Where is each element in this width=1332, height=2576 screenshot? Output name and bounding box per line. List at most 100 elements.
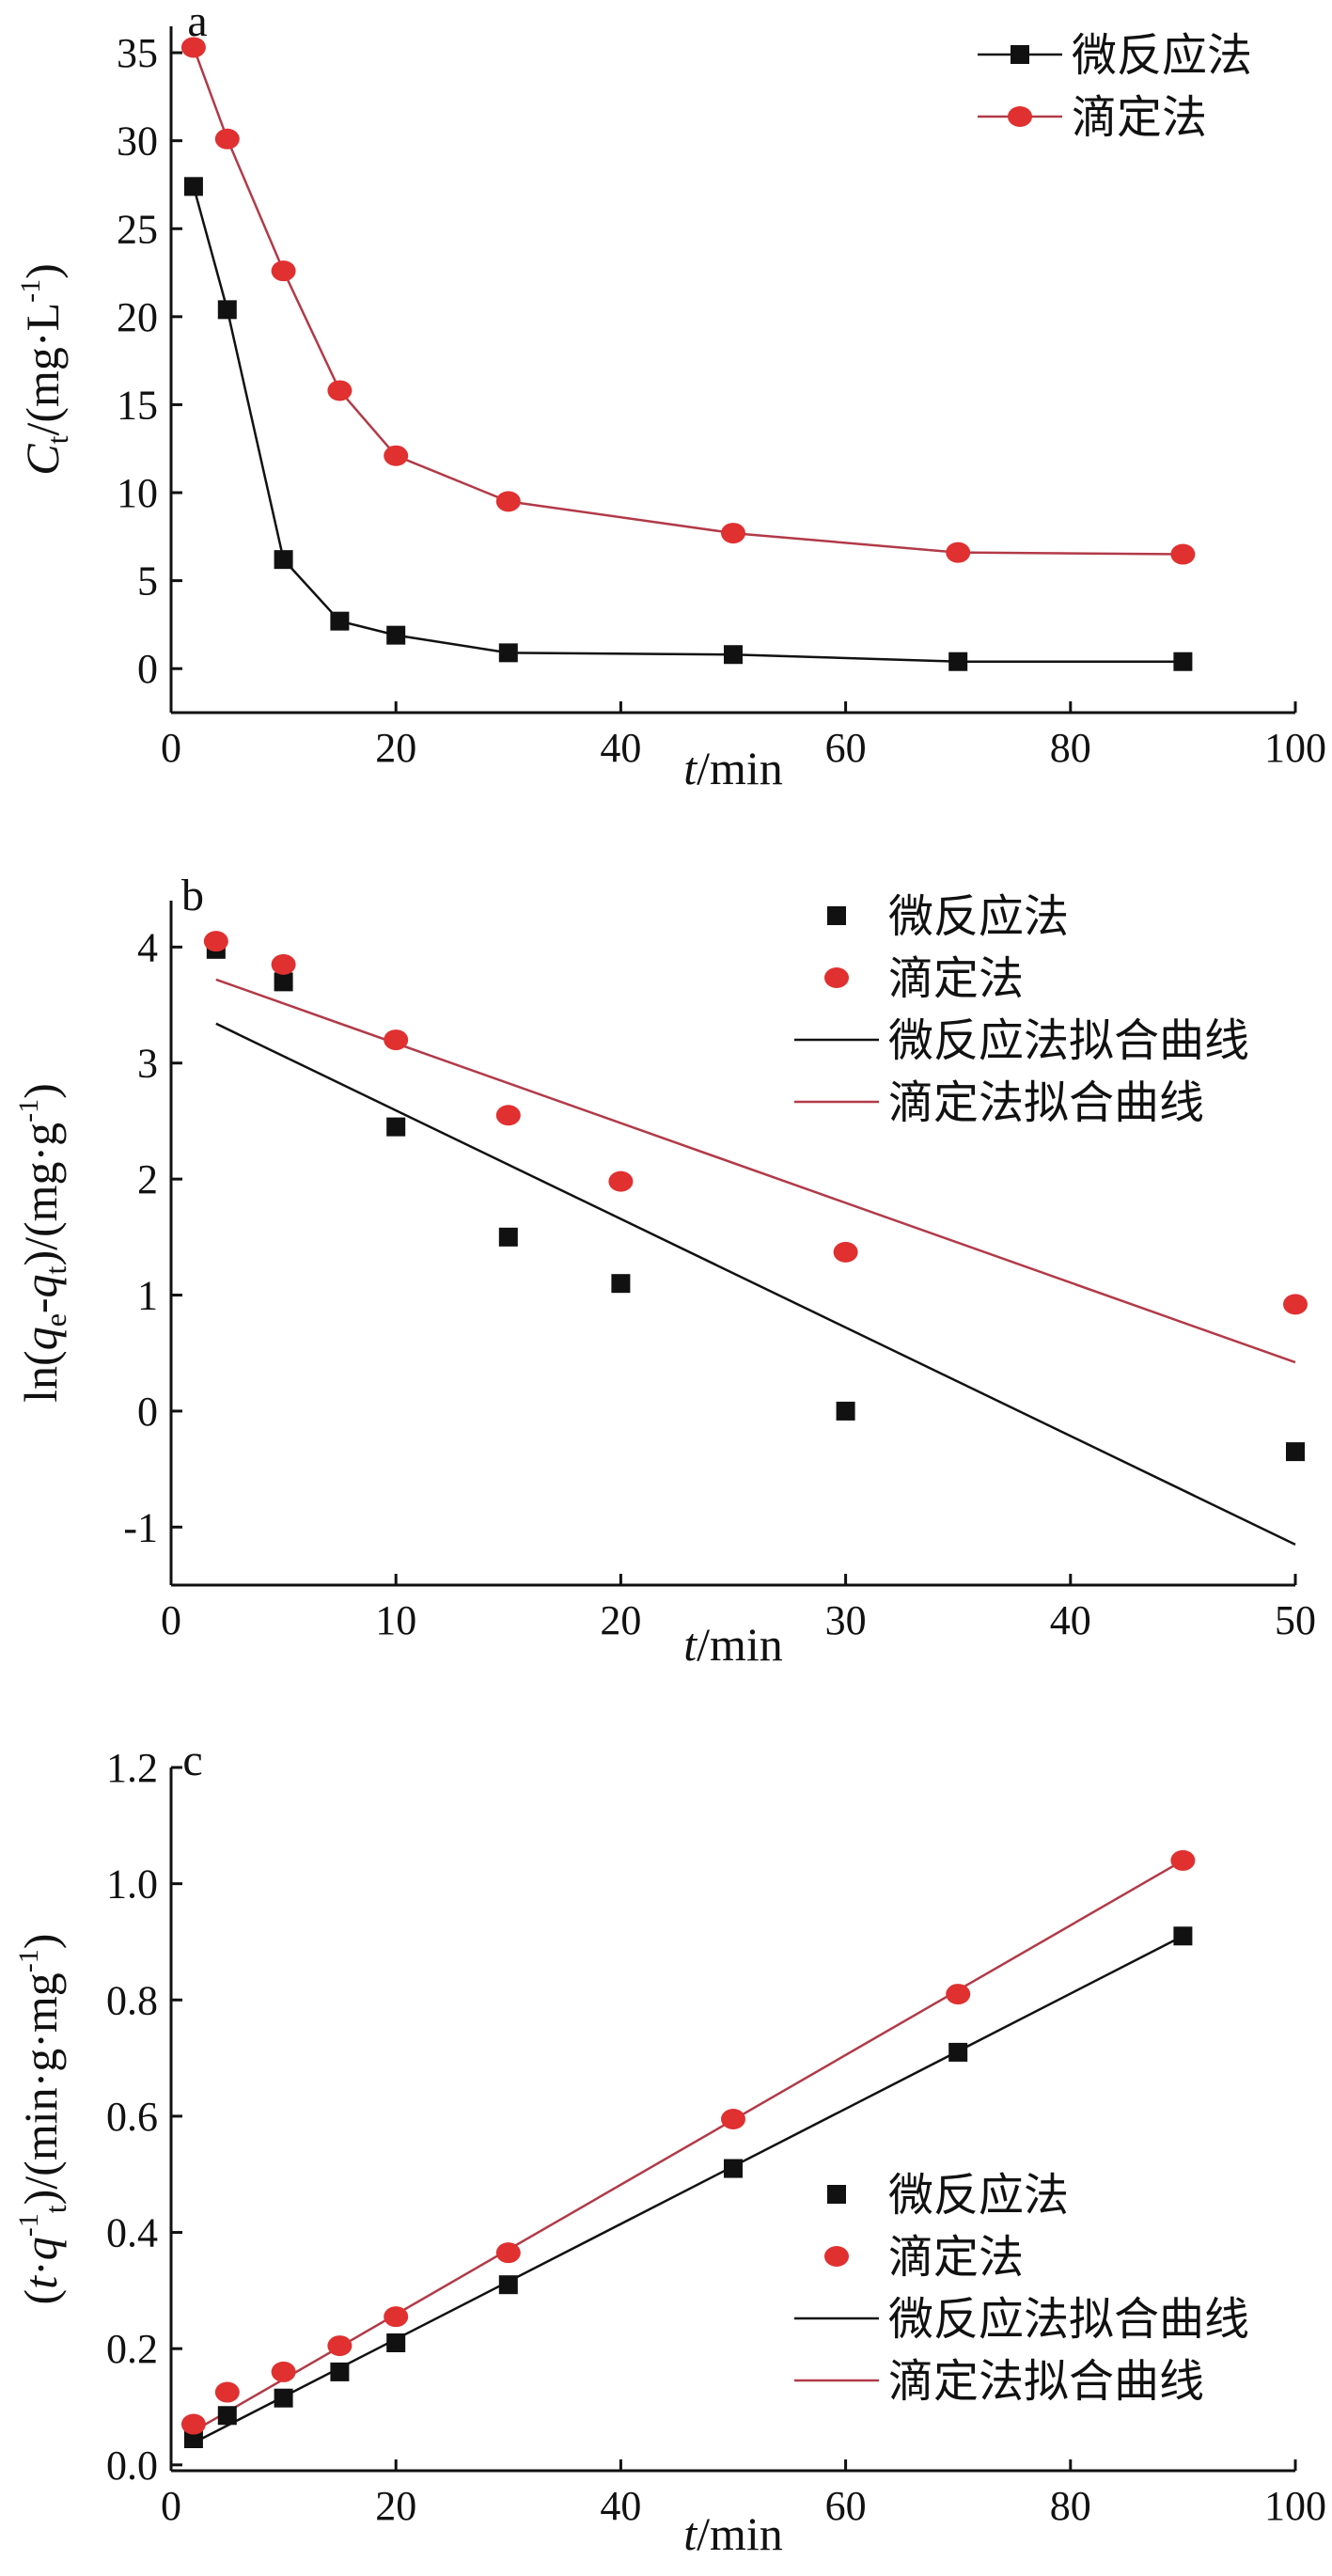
series-line-1: [192, 47, 1183, 556]
legend-label: 微反应法拟合曲线: [888, 1014, 1249, 1067]
x-tick-label: 80: [1050, 2483, 1091, 2529]
data-point-square: [183, 2429, 203, 2448]
data-point-square: [948, 2042, 968, 2062]
data-point-square: [724, 2159, 743, 2178]
data-point-circle: [946, 1984, 971, 2005]
x-tick-label: 20: [375, 725, 416, 771]
panel-b: 0 10 20 30 40 50 -1 0 1 2 3 4 t/min ln(qe-qt)/(mg·g-1…: [13, 871, 1316, 1671]
y-tick-label: 0: [137, 646, 158, 692]
x-tick-label: 40: [600, 725, 641, 771]
y-tick-label: 2: [137, 1156, 158, 1202]
y-tick-label: 1: [137, 1273, 158, 1319]
data-point-square: [274, 2388, 293, 2408]
legend-marker-circle: [1008, 106, 1032, 127]
data-point-circle: [721, 523, 745, 544]
x-tick-label: 60: [825, 725, 867, 771]
data-point-square: [386, 2333, 406, 2352]
data-point-square: [274, 550, 293, 570]
y-axis-label: ln(qe-qt)/(mg·g-1): [13, 1083, 72, 1403]
data-point-square: [498, 2275, 518, 2295]
data-point-square: [217, 300, 237, 320]
data-point-circle: [384, 1029, 409, 1051]
data-point-square: [183, 177, 203, 196]
x-tick-label: 0: [161, 2483, 181, 2529]
data-point-circle: [946, 542, 971, 563]
x-tick-label: 40: [600, 2483, 641, 2529]
data-point-square: [330, 611, 350, 631]
data-point-circle: [495, 1105, 521, 1126]
x-tick-label: 80: [1050, 725, 1091, 771]
data-point-square: [498, 643, 518, 663]
y-tick-label: 0: [137, 1389, 158, 1435]
legend-label: 微反应法: [1072, 29, 1252, 82]
data-point-circle: [1170, 1849, 1196, 1871]
y-tick-label: 5: [137, 558, 158, 605]
y-tick-label: 3: [137, 1041, 158, 1087]
legend-marker-circle: [824, 2246, 849, 2267]
x-axis-label: t/min: [683, 2507, 783, 2560]
x-axis-label: t/min: [683, 742, 783, 794]
legend-label: 微反应法: [888, 890, 1069, 943]
data-point-square: [217, 2406, 237, 2426]
data-point-circle: [495, 2242, 521, 2264]
y-tick-label: 25: [117, 206, 158, 252]
data-point-circle: [384, 445, 409, 466]
y-tick-label: 20: [117, 294, 158, 340]
y-axis-label: Ct/(mg·L-1): [15, 263, 74, 476]
legend-marker-square: [1011, 45, 1029, 64]
legend-label: 滴定法: [888, 952, 1024, 1005]
panel-letter: b: [181, 871, 204, 920]
x-tick-label: 20: [600, 1597, 641, 1643]
y-tick-label: 0.0: [106, 2442, 158, 2489]
panel-c: 0 20 40 60 80 100 0.0 0.2 0.4 0.6 0.8 1.0 1.2 t/min (t…: [13, 1736, 1326, 2560]
data-point-square: [836, 1401, 855, 1421]
y-tick-label: 0.6: [106, 2094, 158, 2140]
x-tick-label: 100: [1264, 725, 1326, 771]
data-point-circle: [327, 380, 353, 401]
data-point-circle: [384, 2306, 409, 2328]
legend-label: 微反应法: [888, 2169, 1069, 2222]
x-tick-label: 0: [161, 1597, 181, 1643]
data-point-square: [724, 645, 743, 665]
data-point-circle: [214, 2381, 240, 2403]
data-point-circle: [721, 2109, 745, 2129]
data-point-circle: [1283, 1294, 1308, 1315]
x-axis-label: t/min: [683, 1618, 783, 1671]
data-point-square: [1286, 1442, 1305, 1462]
data-point-circle: [833, 1241, 858, 1263]
x-tick-label: 60: [825, 2483, 867, 2529]
data-point-square: [498, 1227, 518, 1247]
y-tick-label: -1: [123, 1504, 158, 1550]
x-tick-label: 50: [1275, 1597, 1316, 1643]
fit-line-1: [193, 1859, 1184, 2433]
x-tick-label: 10: [375, 1597, 416, 1643]
data-point-square: [330, 2362, 350, 2381]
x-tick-label: 100: [1264, 2483, 1326, 2529]
data-point-circle: [271, 260, 296, 282]
data-point-circle: [180, 37, 206, 58]
series-line-0: [192, 186, 1183, 663]
y-tick-label: 10: [117, 470, 158, 516]
data-point-circle: [1170, 543, 1196, 565]
y-axis-label: (t·q-1t)/(min·g·mg-1): [13, 1934, 72, 2305]
data-point-square: [948, 652, 968, 671]
legend-label: 微反应法拟合曲线: [888, 2293, 1249, 2346]
legend-label: 滴定法拟合曲线: [888, 1076, 1204, 1129]
data-point-square: [274, 972, 293, 992]
data-point-circle: [203, 931, 228, 952]
x-tick-label: 30: [825, 1597, 867, 1643]
y-tick-label: 15: [117, 382, 158, 428]
data-point-square: [1173, 1926, 1193, 1946]
legend-label: 滴定法: [1072, 91, 1207, 144]
fit-line-0: [215, 1022, 1296, 1546]
x-tick-label: 20: [375, 2483, 416, 2529]
y-tick-label: 1.0: [106, 1861, 158, 1908]
data-point-circle: [495, 491, 521, 512]
legend-label: 滴定法: [888, 2231, 1024, 2284]
data-point-circle: [327, 2335, 353, 2357]
y-tick-label: 30: [117, 118, 158, 165]
y-tick-label: 0.8: [106, 1977, 158, 2023]
